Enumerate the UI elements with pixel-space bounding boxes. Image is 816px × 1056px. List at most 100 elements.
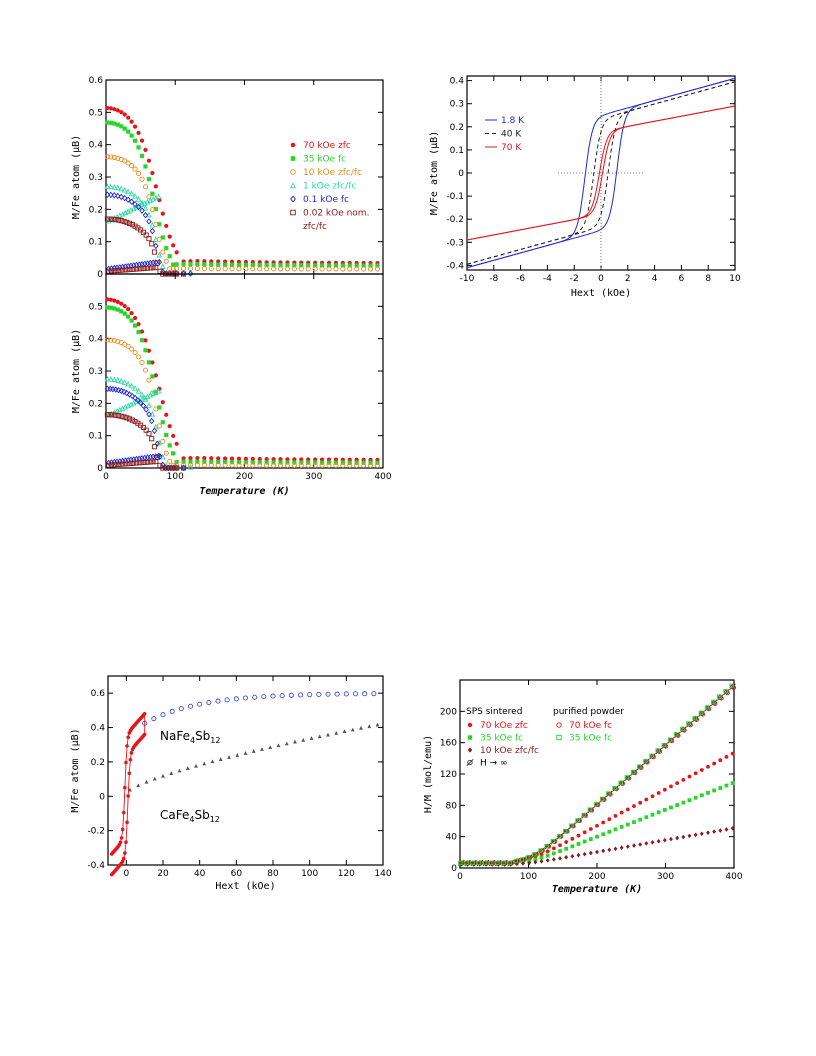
data-point	[185, 766, 190, 770]
data-point	[160, 235, 165, 240]
data-point	[164, 246, 169, 251]
data-point	[124, 840, 128, 844]
data-point	[229, 460, 235, 465]
data-point	[195, 459, 200, 464]
data-point	[229, 462, 235, 468]
data-point	[250, 262, 255, 268]
y-tick-label: 0	[99, 792, 105, 802]
zfc-point	[106, 268, 112, 274]
data-point	[533, 857, 538, 862]
data-point	[105, 305, 110, 310]
data-point	[312, 266, 318, 272]
data-point	[724, 827, 729, 832]
y-tick-label: 160	[440, 739, 457, 749]
data-point	[260, 747, 264, 751]
data-point	[135, 354, 142, 360]
data-point	[143, 427, 149, 433]
data-point	[108, 337, 114, 343]
data-point	[570, 844, 575, 849]
data-point	[278, 460, 283, 465]
compound-label: NaFe4Sb12	[160, 729, 220, 745]
data-point	[613, 846, 618, 852]
x-tick-label: 20	[157, 869, 169, 879]
data-point	[257, 456, 262, 462]
zfc-point	[155, 193, 162, 199]
data-point	[164, 223, 169, 229]
data-point	[160, 249, 166, 255]
legend-label: 1.8 K	[501, 116, 525, 126]
data-point	[243, 456, 248, 461]
powder-35-point	[482, 860, 488, 866]
data-point	[326, 462, 332, 469]
data-point	[693, 832, 698, 838]
data-point	[139, 338, 145, 343]
data-point-slash	[655, 747, 662, 755]
data-point	[157, 198, 162, 203]
data-point	[132, 124, 138, 129]
data-point	[150, 191, 155, 196]
data-point	[264, 462, 270, 468]
data-point	[359, 725, 363, 730]
data-point-slash	[606, 790, 613, 798]
data-point	[153, 242, 159, 250]
data-point	[354, 460, 359, 465]
data-point	[347, 462, 353, 469]
data-point	[570, 836, 575, 841]
data-point	[712, 788, 717, 793]
zfc-point	[150, 265, 156, 271]
x-tick-label: 0	[598, 274, 604, 284]
data-point	[118, 413, 124, 419]
data-point	[115, 122, 120, 127]
data-point	[163, 258, 169, 264]
y-tick-label: -0.2	[87, 827, 105, 837]
data-point	[271, 457, 276, 462]
data-point	[656, 791, 661, 795]
data-point	[264, 460, 269, 465]
data-point	[564, 840, 569, 844]
data-point	[202, 262, 207, 267]
zfc-point	[145, 459, 151, 465]
data-point	[705, 705, 711, 711]
powder-35-point	[550, 839, 555, 844]
data-point	[632, 843, 636, 848]
data-point	[167, 443, 172, 448]
data-point	[142, 204, 149, 211]
data-point	[305, 266, 311, 272]
x-tick-label: 300	[305, 472, 322, 482]
y-axis-label: M/Fe atom (μB)	[71, 135, 82, 219]
data-point	[122, 194, 128, 202]
data-point	[115, 307, 120, 312]
powder-35-point	[556, 834, 562, 839]
legend-label: 0.02 kOe nom.	[303, 209, 369, 219]
data-point	[124, 219, 130, 225]
data-point	[146, 360, 152, 365]
data-point	[687, 833, 692, 839]
data-point	[151, 249, 158, 255]
data-point	[122, 112, 127, 117]
data-point	[367, 462, 374, 469]
powder-35-point	[513, 858, 519, 864]
data-point	[619, 845, 624, 850]
data-point	[122, 303, 127, 309]
data-point	[129, 751, 134, 755]
data-point	[711, 700, 717, 706]
data-point	[236, 262, 242, 267]
powder-35-point	[507, 860, 512, 866]
data-point	[110, 216, 116, 222]
data-point	[119, 836, 124, 840]
data-point	[160, 420, 165, 425]
data-point	[292, 263, 297, 268]
data-point	[595, 823, 599, 828]
data-point	[125, 160, 131, 166]
data-point	[588, 827, 593, 831]
data-point	[367, 266, 374, 272]
data-point	[202, 456, 207, 461]
data-point	[128, 787, 132, 792]
data-point	[109, 872, 114, 877]
data-point	[171, 433, 176, 438]
data-point-slash	[667, 737, 675, 744]
data-point	[319, 266, 325, 272]
data-point	[208, 462, 214, 468]
data-point	[125, 188, 131, 195]
data-point	[601, 848, 606, 854]
